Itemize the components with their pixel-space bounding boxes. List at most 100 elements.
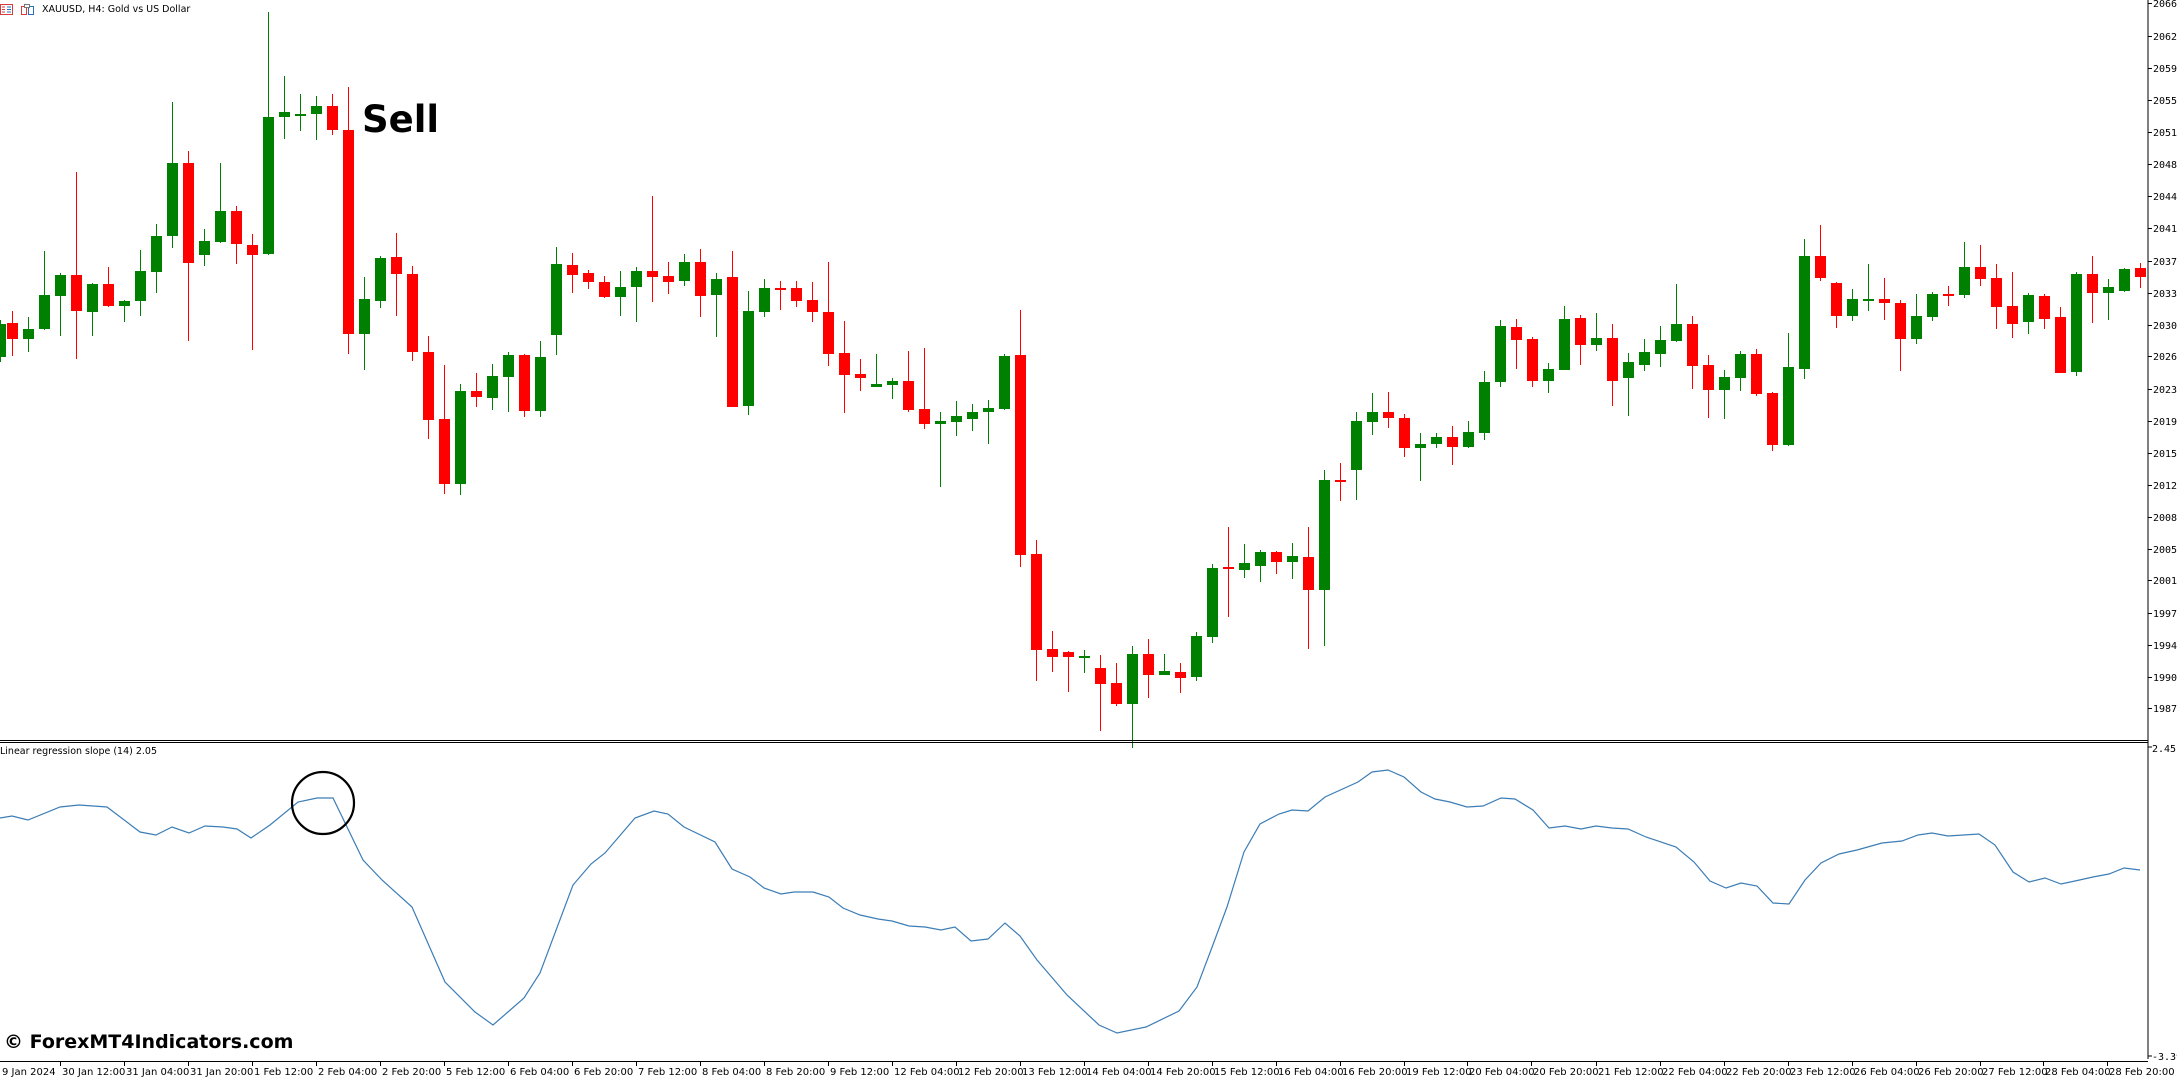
price-tick-label: 2059. — [2153, 64, 2177, 75]
price-candles — [0, 12, 2146, 748]
candle — [487, 364, 498, 410]
candle — [1399, 414, 1410, 457]
time-axis-ticks: 9 Jan 2024 30 Jan 12:00 31 Jan 04:00 31 Jan… — [2, 1061, 2175, 1078]
candle — [2135, 263, 2146, 288]
time-tick-label: 22 Feb 20:00 — [1726, 1067, 1792, 1078]
candle — [519, 354, 530, 417]
candle — [1911, 294, 1922, 344]
candle — [1367, 393, 1378, 435]
time-tick-label: 1 Feb 12:00 — [254, 1067, 313, 1078]
candle — [1735, 351, 1746, 391]
candle — [199, 229, 210, 266]
candle — [1671, 284, 1682, 342]
candle — [727, 251, 738, 407]
candle — [1335, 463, 1346, 501]
candle — [919, 348, 930, 429]
candle — [343, 87, 354, 354]
time-tick-label: 16 Feb 20:00 — [1342, 1067, 1408, 1078]
time-tick-label: 28 Feb 20:00 — [2109, 1067, 2175, 1078]
candle — [1079, 650, 1090, 673]
candle — [1095, 655, 1106, 731]
candle — [807, 282, 818, 322]
candle — [263, 12, 274, 255]
candle — [1431, 433, 1442, 448]
candle — [2039, 294, 2050, 329]
candle — [695, 249, 706, 317]
candle — [455, 384, 466, 495]
price-tick-label: 2062. — [2153, 32, 2177, 43]
candle — [1927, 292, 1938, 321]
candle — [1511, 319, 1522, 369]
price-tick-label: 2015. — [2153, 449, 2177, 460]
candle — [1495, 320, 1506, 387]
candle — [599, 276, 610, 298]
candle — [999, 354, 1010, 410]
candle — [1047, 631, 1058, 672]
candle — [567, 253, 578, 293]
price-tick-label: 2033. — [2153, 289, 2177, 300]
candle — [935, 412, 946, 487]
candle — [327, 94, 338, 135]
candle — [1191, 632, 1202, 681]
candle — [823, 262, 834, 366]
candle — [1575, 315, 1586, 365]
candle — [183, 151, 194, 341]
candle — [2007, 272, 2018, 338]
candle — [1447, 426, 1458, 465]
candle — [2087, 256, 2098, 323]
candle — [1415, 433, 1426, 481]
price-tick-label: 2001. — [2153, 576, 2177, 587]
time-tick-label: 8 Feb 04:00 — [702, 1067, 761, 1078]
time-tick-label: 23 Feb 12:00 — [1790, 1067, 1856, 1078]
time-tick-label: 19 Feb 12:00 — [1406, 1067, 1472, 1078]
candle — [1959, 242, 1970, 298]
candle — [247, 234, 258, 350]
candle — [663, 262, 674, 294]
time-tick-label: 9 Jan 2024 — [2, 1067, 56, 1078]
candle — [1655, 326, 1666, 367]
time-tick-label: 30 Jan 12:00 — [62, 1067, 125, 1078]
price-tick-label: 2026. — [2153, 352, 2177, 363]
candle — [1799, 239, 1810, 379]
candle — [1127, 646, 1138, 748]
candle — [1031, 540, 1042, 681]
price-tick-label: 2008. — [2153, 513, 2177, 524]
candle — [7, 311, 18, 356]
candle — [583, 270, 594, 289]
time-tick-label: 27 Feb 12:00 — [1982, 1067, 2048, 1078]
list-icon[interactable] — [0, 3, 13, 15]
time-tick-label: 14 Feb 20:00 — [1150, 1067, 1216, 1078]
time-tick-label: 12 Feb 20:00 — [958, 1067, 1024, 1078]
candle — [1703, 355, 1714, 418]
candle — [1063, 651, 1074, 692]
price-tick-label: 1994. — [2153, 641, 2177, 652]
time-tick-label: 26 Feb 20:00 — [1918, 1067, 1984, 1078]
candle — [1639, 339, 1650, 371]
time-tick-label: 6 Feb 04:00 — [510, 1067, 569, 1078]
chart-window-icon[interactable] — [21, 3, 34, 15]
candle — [391, 233, 402, 316]
sell-annotation-label: Sell — [362, 98, 440, 141]
time-tick-label: 2 Feb 20:00 — [382, 1067, 441, 1078]
price-tick-label: 2055. — [2153, 96, 2177, 107]
time-tick-label: 20 Feb 04:00 — [1469, 1067, 1535, 1078]
candle — [855, 359, 866, 391]
candle — [1111, 663, 1122, 706]
pane-separator[interactable] — [0, 740, 2148, 743]
candle — [55, 273, 66, 336]
candle — [535, 341, 546, 417]
candle — [967, 404, 978, 431]
price-tick-label: 2048. — [2153, 160, 2177, 171]
candle — [1463, 421, 1474, 448]
candle — [87, 283, 98, 336]
candle — [1383, 392, 1394, 428]
candle — [1527, 337, 1538, 387]
candle — [631, 267, 642, 322]
candle — [1879, 278, 1890, 320]
candle — [407, 266, 418, 361]
candle — [1159, 654, 1170, 675]
time-tick-label: 22 Feb 04:00 — [1662, 1067, 1728, 1078]
candle — [1223, 527, 1234, 617]
